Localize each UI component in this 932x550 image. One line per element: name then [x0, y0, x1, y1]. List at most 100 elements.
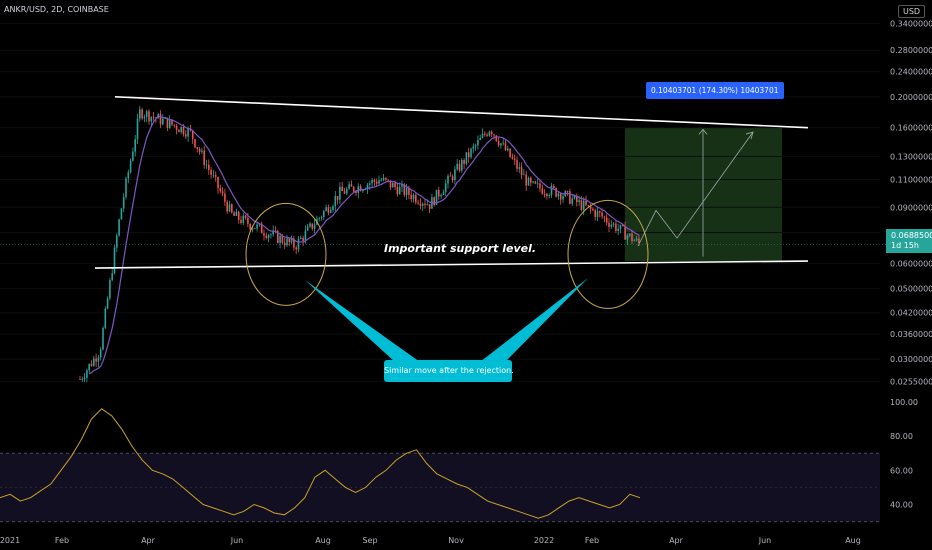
candle-body	[233, 212, 235, 216]
candle-body	[617, 228, 619, 231]
candle-body	[378, 180, 380, 184]
lower-trendline[interactable]	[94, 260, 809, 269]
candle-body	[479, 137, 481, 141]
time-tick-label: Sep	[362, 536, 377, 545]
candle-body	[421, 203, 424, 206]
candle-body	[410, 194, 412, 200]
candle-body	[221, 191, 224, 194]
candle-body	[106, 298, 109, 309]
callout-pointer-left	[305, 280, 420, 362]
candle-body	[622, 224, 624, 226]
candle-body	[548, 195, 550, 197]
candle-body	[424, 203, 426, 206]
candle-body	[304, 230, 307, 241]
candle-body	[612, 223, 615, 225]
target-zone[interactable]	[625, 127, 782, 262]
candle-body	[553, 185, 555, 189]
rsi-tick-label: 100.00	[890, 398, 918, 407]
measure-arrowhead	[698, 128, 708, 135]
candle-body	[403, 184, 406, 195]
projection-path[interactable]	[637, 131, 754, 247]
candle-body	[626, 235, 629, 240]
time-tick-label: 2022	[534, 536, 554, 545]
candle-body	[249, 223, 251, 230]
candle-body	[194, 139, 196, 148]
candle-body	[371, 179, 373, 184]
time-tick-label: Aug	[845, 536, 861, 545]
candle-body	[419, 203, 422, 206]
candle-body	[493, 134, 495, 136]
candle-body	[610, 224, 613, 227]
rsi-line	[0, 408, 641, 519]
candle-body	[490, 131, 493, 135]
price-tick-label: 0.02550000	[890, 378, 932, 387]
candle-body	[392, 183, 394, 188]
candle-body	[320, 217, 323, 218]
current-price-tag: 0.06885000 1d 15h	[886, 229, 932, 253]
upper-trendline[interactable]	[114, 95, 809, 129]
rejection-ellipse-right[interactable]	[567, 199, 649, 309]
candle-body	[152, 116, 155, 118]
candle-body	[288, 238, 291, 243]
time-tick-label: Nov	[448, 536, 464, 545]
candle-body	[461, 159, 463, 171]
candle-body	[251, 228, 254, 230]
candle-body	[104, 308, 107, 328]
candle-body	[507, 148, 509, 151]
candle-body	[297, 238, 300, 250]
measure-label[interactable]: 0.10403701 (174.30%) 10403701	[646, 82, 784, 99]
candle-body	[263, 233, 265, 236]
candle-body	[525, 174, 527, 186]
time-tick-label: 2021	[0, 536, 20, 545]
candle-body	[217, 176, 219, 189]
time-tick-label: Apr	[141, 536, 156, 545]
candle-body	[444, 183, 447, 193]
candle-body	[270, 234, 272, 236]
candle-body	[159, 114, 162, 125]
candle-body	[300, 237, 302, 239]
candle-body	[136, 118, 139, 140]
candle-body	[417, 202, 419, 204]
rejection-ellipse-left[interactable]	[245, 202, 327, 306]
candle-body	[129, 160, 132, 173]
candle-body	[168, 119, 171, 129]
candle-body	[162, 118, 164, 125]
candle-body	[486, 134, 488, 136]
candle-body	[523, 174, 525, 176]
candle-body	[500, 143, 502, 146]
support-label[interactable]: Important support level.	[384, 242, 537, 255]
candle-body	[244, 215, 247, 218]
candle-body	[334, 196, 337, 207]
candle-body	[201, 150, 203, 152]
rsi-tick-label: 60.00	[890, 466, 913, 475]
candle-body	[302, 237, 304, 241]
candle-body	[488, 131, 491, 136]
candle-body	[283, 242, 286, 246]
currency-badge[interactable]: USD	[898, 5, 926, 18]
candle-body	[366, 184, 369, 190]
candle-body	[546, 193, 548, 197]
candle-body	[208, 164, 210, 170]
callout-box[interactable]: Similar move after the rejection.	[384, 360, 514, 382]
candle-body	[504, 142, 507, 151]
candle-body	[396, 187, 399, 195]
candle-body	[90, 363, 93, 366]
candle-body	[293, 238, 295, 248]
candle-body	[555, 188, 557, 197]
candle-body	[247, 217, 249, 224]
candle-body	[102, 327, 104, 350]
candle-body	[635, 238, 638, 241]
candle-body	[143, 116, 146, 119]
callout-pointer-right	[480, 278, 588, 362]
candle-body	[134, 139, 136, 152]
candle-body	[497, 140, 500, 146]
candle-body	[235, 211, 238, 216]
